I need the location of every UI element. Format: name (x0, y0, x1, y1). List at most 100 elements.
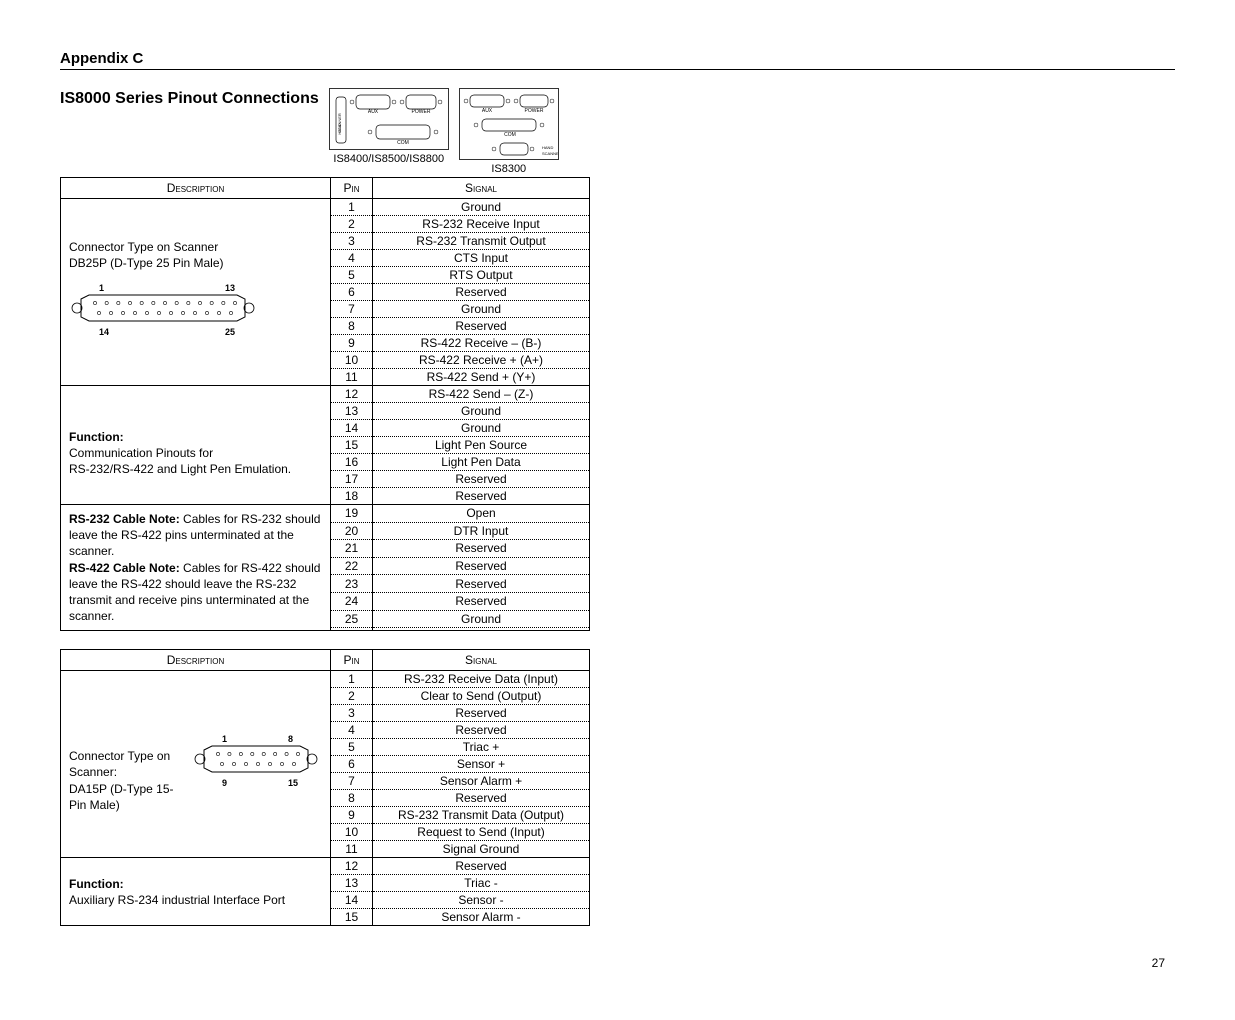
table-row: Connector Type on Scanner:DA15P (D-Type … (61, 671, 590, 688)
signal-cell: Reserved (373, 540, 590, 558)
pin-cell: 11 (331, 841, 373, 858)
pin-cell: 12 (331, 386, 373, 403)
signal-cell: Ground (373, 420, 590, 437)
pin-cell: 2 (331, 216, 373, 233)
svg-text:AUX: AUX (482, 108, 493, 114)
pin-cell: 15 (331, 909, 373, 926)
pin-cell: 21 (331, 540, 373, 558)
signal-cell: Reserved (373, 722, 590, 739)
col-header-pin: Pin (331, 178, 373, 199)
signal-cell: Reserved (373, 284, 590, 301)
signal-cell: RS-422 Send + (Y+) (373, 369, 590, 386)
pin-cell: 13 (331, 403, 373, 420)
signal-cell: RS-232 Transmit Data (Output) (373, 807, 590, 824)
desc-cell: RS-232 Cable Note: Cables for RS-232 sho… (61, 505, 331, 631)
svg-text:25: 25 (225, 327, 235, 337)
svg-text:8: 8 (288, 734, 293, 744)
dsub-connector-icon: 1 8 9 15 (192, 732, 322, 792)
signal-cell: RS-422 Receive + (A+) (373, 352, 590, 369)
signal-cell: Reserved (373, 592, 590, 610)
tables-area: Description Pin Signal Connector Type on… (60, 177, 1175, 926)
pin-cell (331, 628, 373, 631)
pin-cell: 7 (331, 301, 373, 318)
col-header-desc: Description (61, 178, 331, 199)
pin-cell: 20 (331, 522, 373, 540)
dsub-connector-icon: 1131425 (69, 281, 259, 341)
svg-text:COM: COM (397, 140, 409, 146)
signal-cell: Sensor + (373, 756, 590, 773)
pin-cell: 24 (331, 592, 373, 610)
pin-cell: 1 (331, 199, 373, 216)
signal-cell: Signal Ground (373, 841, 590, 858)
pin-cell: 16 (331, 454, 373, 471)
pin-cell: 5 (331, 267, 373, 284)
svg-text:15: 15 (288, 778, 298, 788)
pin-cell: 8 (331, 318, 373, 335)
panel-diagram-icon: HAND SCANNER AUX POWER COM (329, 88, 449, 150)
signal-cell: Ground (373, 403, 590, 420)
pin-cell: 23 (331, 575, 373, 593)
table-row: Function:Auxiliary RS-234 industrial Int… (61, 858, 590, 875)
signal-cell (373, 628, 590, 631)
pin-cell: 1 (331, 671, 373, 688)
signal-cell: RS-422 Send – (Z-) (373, 386, 590, 403)
panel-fig1-caption: IS8400/IS8500/IS8800 (329, 153, 449, 165)
pin-cell: 3 (331, 705, 373, 722)
svg-text:POWER: POWER (411, 109, 430, 115)
svg-text:14: 14 (99, 327, 109, 337)
col-header-signal: Signal (373, 650, 590, 671)
pin-cell: 5 (331, 739, 373, 756)
pin-cell: 17 (331, 471, 373, 488)
signal-cell: CTS Input (373, 250, 590, 267)
pin-cell: 6 (331, 284, 373, 301)
signal-cell: Open (373, 505, 590, 523)
col-header-signal: Signal (373, 178, 590, 199)
signal-cell: Sensor Alarm - (373, 909, 590, 926)
signal-cell: Light Pen Data (373, 454, 590, 471)
svg-text:COM: COM (504, 132, 516, 138)
desc-cell: Connector Type on Scanner:DA15P (D-Type … (61, 671, 331, 858)
title-row: IS8000 Series Pinout Connections HAND SC… (60, 88, 1175, 175)
panel-fig-2: AUX POWER COM HAND SCANNER (459, 88, 559, 175)
signal-cell: Light Pen Source (373, 437, 590, 454)
signal-cell: Reserved (373, 557, 590, 575)
signal-cell: Reserved (373, 790, 590, 807)
col-header-pin: Pin (331, 650, 373, 671)
pin-cell: 13 (331, 875, 373, 892)
pin-cell: 9 (331, 807, 373, 824)
signal-cell: Triac + (373, 739, 590, 756)
pin-cell: 4 (331, 722, 373, 739)
signal-cell: Reserved (373, 705, 590, 722)
col-header-desc: Description (61, 650, 331, 671)
signal-cell: Ground (373, 301, 590, 318)
signal-cell: DTR Input (373, 522, 590, 540)
pin-cell: 11 (331, 369, 373, 386)
pin-cell: 19 (331, 505, 373, 523)
connector-panel-figures: HAND SCANNER AUX POWER COM IS8400/IS85 (329, 88, 559, 175)
signal-cell: RS-232 Receive Data (Input) (373, 671, 590, 688)
pin-cell: 4 (331, 250, 373, 267)
pin-cell: 14 (331, 892, 373, 909)
signal-cell: Reserved (373, 471, 590, 488)
svg-text:SCANNER: SCANNER (542, 151, 559, 156)
pin-cell: 22 (331, 557, 373, 575)
signal-cell: Ground (373, 199, 590, 216)
svg-text:AUX: AUX (368, 109, 379, 115)
table-row: RS-232 Cable Note: Cables for RS-232 sho… (61, 505, 590, 523)
pin-cell: 8 (331, 790, 373, 807)
desc-cell: Connector Type on ScannerDB25P (D-Type 2… (61, 199, 331, 386)
signal-cell: Reserved (373, 858, 590, 875)
appendix-label: Appendix C (60, 50, 143, 67)
svg-text:HAND: HAND (542, 145, 553, 150)
svg-text:1: 1 (222, 734, 227, 744)
pin-cell: 12 (331, 858, 373, 875)
pin-cell: 10 (331, 352, 373, 369)
pin-cell: 7 (331, 773, 373, 790)
table-header-row: Description Pin Signal (61, 178, 590, 199)
pin-cell: 2 (331, 688, 373, 705)
panel-fig2-caption: IS8300 (459, 163, 559, 175)
pin-cell: 15 (331, 437, 373, 454)
signal-cell: Clear to Send (Output) (373, 688, 590, 705)
svg-text:9: 9 (222, 778, 227, 788)
pin-cell: 18 (331, 488, 373, 505)
